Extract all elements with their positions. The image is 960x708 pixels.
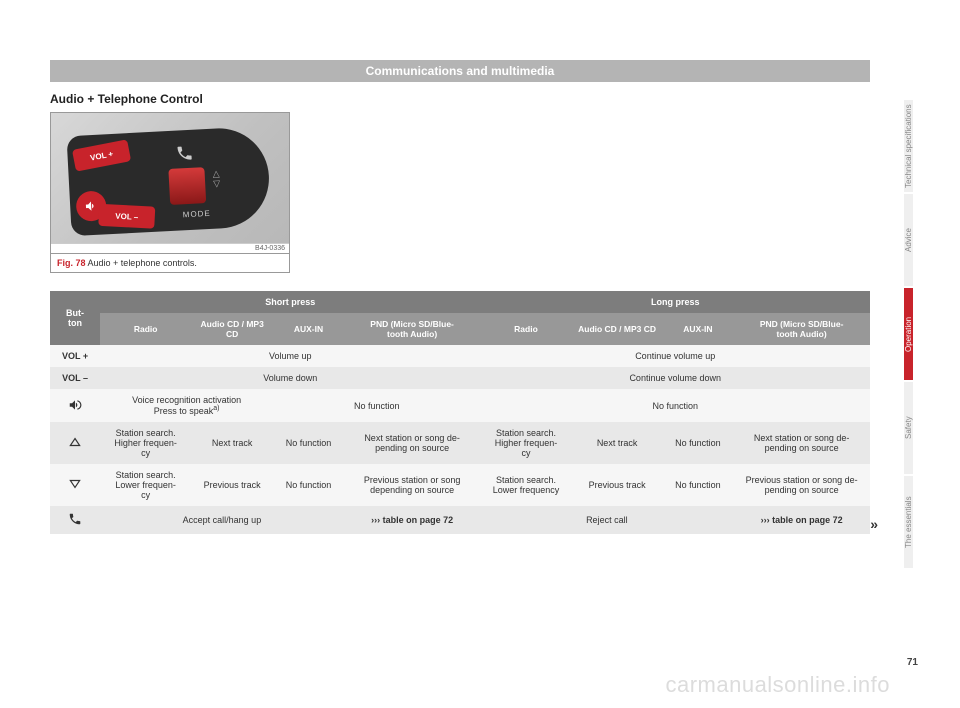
device-illustration: VOL + VOL – △▽ MODE — [67, 126, 272, 236]
phone-icon — [66, 512, 84, 526]
down-s-pnd: Previous station or song depending on so… — [344, 464, 481, 506]
phone-icon-illus — [175, 144, 196, 165]
th-button: But- ton — [50, 291, 100, 345]
th-long: Long press — [480, 291, 870, 313]
rh-down — [50, 464, 100, 506]
phone-short123: Accept call/hang up — [100, 506, 344, 534]
th-short: Short press — [100, 291, 480, 313]
tab-technical[interactable]: Technical specifications — [904, 100, 913, 192]
figure-box: VOL + VOL – △▽ MODE B4J-0336 Fig. 78 Aud… — [50, 112, 290, 273]
row-phone: Accept call/hang up ››› table on page 72… — [50, 506, 870, 534]
th-s-radio: Radio — [100, 313, 191, 345]
vol-minus-short: Volume down — [100, 367, 480, 389]
up-l-cd: Next track — [572, 422, 663, 464]
triangle-up-icon — [66, 435, 84, 449]
controls-table: But- ton Short press Long press Radio Au… — [50, 291, 870, 534]
up-s-aux: No function — [273, 422, 344, 464]
speak-icon — [66, 398, 84, 412]
row-voice: Voice recognition activation Press to sp… — [50, 389, 870, 422]
table-wrapper: But- ton Short press Long press Radio Au… — [50, 291, 870, 534]
th-l-aux: AUX-IN — [663, 313, 734, 345]
speak-icon — [84, 199, 99, 214]
row-vol-minus: VOL – Volume down Continue volume down — [50, 367, 870, 389]
vol-plus-long: Continue volume up — [480, 345, 870, 367]
th-l-pnd: PND (Micro SD/Blue- tooth Audio) — [733, 313, 870, 345]
figure-image: VOL + VOL – △▽ MODE — [51, 113, 289, 243]
phone-long4: ››› table on page 72 — [733, 506, 870, 534]
rh-vol-minus: VOL – — [50, 367, 100, 389]
arrows-illus: △▽ — [212, 168, 220, 188]
watermark: carmanualsonline.info — [665, 672, 890, 698]
vol-plus-short: Volume up — [100, 345, 480, 367]
page-content: Communications and multimedia Audio + Te… — [50, 60, 870, 534]
up-l-aux: No function — [663, 422, 734, 464]
down-s-radio: Station search. Lower frequen- cy — [100, 464, 191, 506]
side-tabs: Technical specifications Advice Operatio… — [904, 100, 922, 570]
rh-phone — [50, 506, 100, 534]
down-l-pnd: Previous station or song de- pending on … — [733, 464, 870, 506]
tab-advice[interactable]: Advice — [904, 194, 913, 286]
vol-minus-illus: VOL – — [98, 204, 155, 229]
voice-short12: Voice recognition activation Press to sp… — [100, 389, 273, 422]
down-l-aux: No function — [663, 464, 734, 506]
page-number: 71 — [907, 657, 918, 668]
row-down: Station search. Lower frequen- cy Previo… — [50, 464, 870, 506]
triangle-down-icon — [66, 477, 84, 491]
down-l-cd: Previous track — [572, 464, 663, 506]
phone-long123: Reject call — [480, 506, 733, 534]
up-s-radio: Station search. Higher frequen- cy — [100, 422, 191, 464]
th-s-pnd: PND (Micro SD/Blue- tooth Audio) — [344, 313, 481, 345]
continue-icon: » — [870, 516, 878, 532]
rh-voice — [50, 389, 100, 422]
slider-illus — [168, 167, 206, 205]
th-s-cd: Audio CD / MP3 CD — [191, 313, 273, 345]
vol-minus-long: Continue volume down — [480, 367, 870, 389]
figure-code: B4J-0336 — [51, 243, 289, 253]
th-s-aux: AUX-IN — [273, 313, 344, 345]
figure-number: Fig. 78 — [57, 258, 86, 268]
up-s-cd: Next track — [191, 422, 273, 464]
down-l-radio: Station search. Lower frequency — [480, 464, 571, 506]
voice-short34: No function — [273, 389, 480, 422]
tab-essentials[interactable]: The essentials — [904, 476, 913, 568]
mode-label-illus: MODE — [183, 209, 211, 219]
up-s-pnd: Next station or song de- pending on sour… — [344, 422, 481, 464]
phone-short4: ››› table on page 72 — [344, 506, 481, 534]
section-header: Communications and multimedia — [50, 60, 870, 82]
th-l-cd: Audio CD / MP3 CD — [572, 313, 663, 345]
down-s-cd: Previous track — [191, 464, 273, 506]
tab-operation[interactable]: Operation — [904, 288, 913, 380]
figure-caption-text: Audio + telephone controls. — [88, 258, 197, 268]
voice-long: No function — [480, 389, 870, 422]
page-title: Audio + Telephone Control — [50, 92, 870, 106]
rh-up — [50, 422, 100, 464]
rh-vol-plus: VOL + — [50, 345, 100, 367]
up-l-pnd: Next station or song de- pending on sour… — [733, 422, 870, 464]
up-l-radio: Station search. Higher frequen- cy — [480, 422, 571, 464]
vol-plus-illus: VOL + — [72, 139, 131, 171]
row-up: Station search. Higher frequen- cy Next … — [50, 422, 870, 464]
tab-safety[interactable]: Safety — [904, 382, 913, 474]
figure-caption: Fig. 78 Audio + telephone controls. — [51, 253, 289, 272]
row-vol-plus: VOL + Volume up Continue volume up — [50, 345, 870, 367]
down-s-aux: No function — [273, 464, 344, 506]
th-l-radio: Radio — [480, 313, 571, 345]
